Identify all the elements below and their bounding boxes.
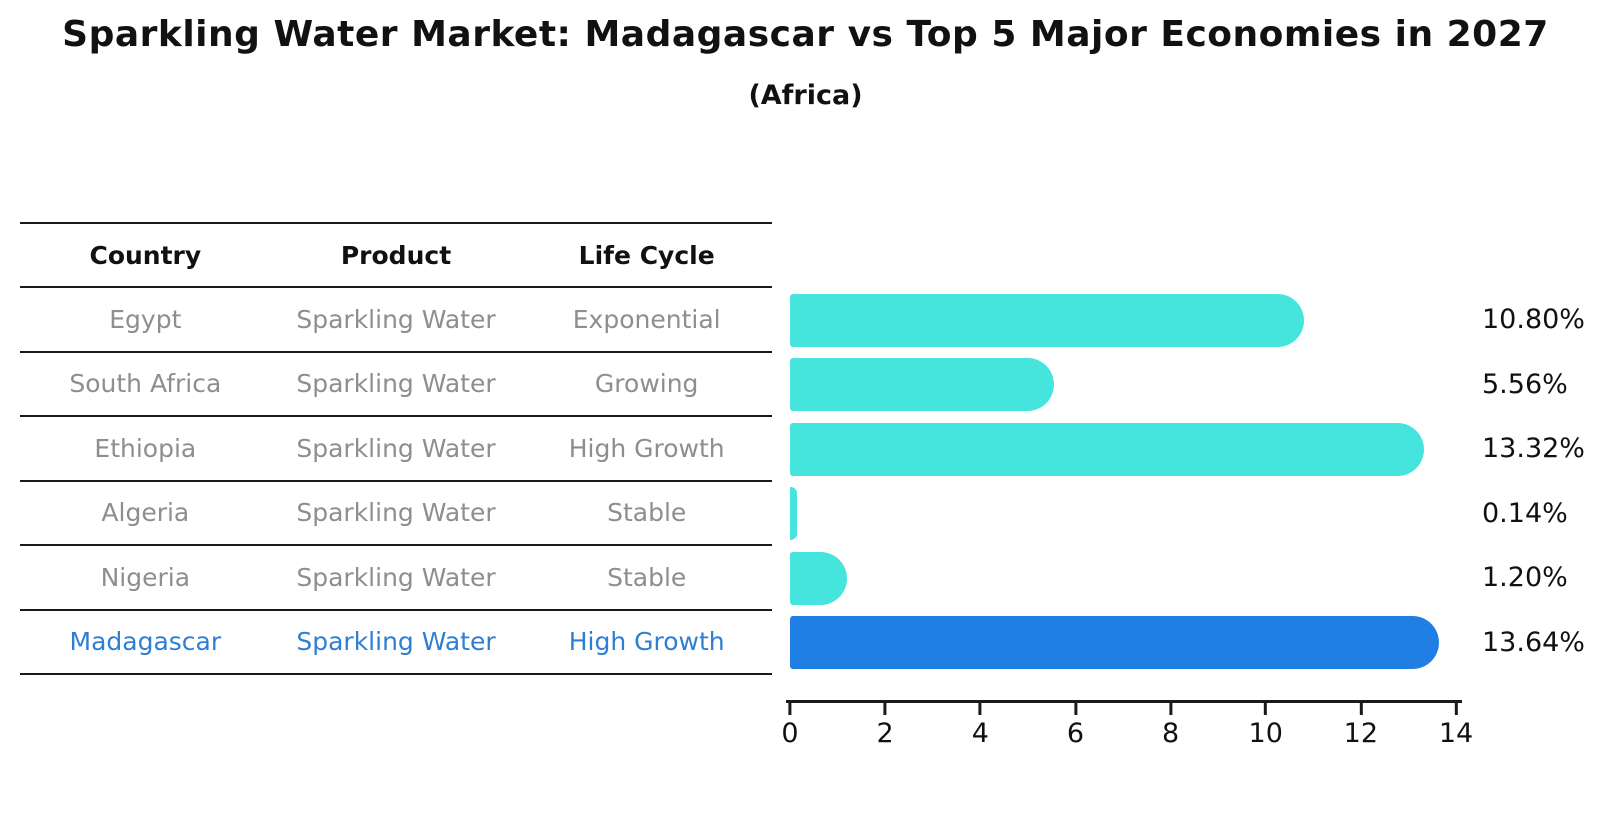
cell-life-cycle: Exponential	[572, 304, 721, 334]
x-axis-tick-label: 4	[971, 718, 989, 749]
x-axis: 0 2 4 6 8 10 12 14	[781, 700, 1473, 760]
value-label: 1.20%	[1482, 562, 1568, 593]
cell-product: Sparkling Water	[296, 369, 496, 399]
country-table: Country Product Life Cycle Egypt Sparkli…	[20, 222, 772, 675]
column-header-life-cycle: Life Cycle	[578, 240, 715, 270]
value-label-column: 10.80% 5.56% 13.32% 0.14% 1.20% 13.64%	[1482, 288, 1585, 675]
bar-egypt	[790, 293, 1304, 347]
table-row: Ethiopia Sparkling Water High Growth	[20, 417, 772, 482]
table-row: Egypt Sparkling Water Exponential	[20, 288, 772, 353]
bar-madagascar	[790, 616, 1439, 670]
cell-life-cycle: High Growth	[568, 433, 725, 463]
bar-ethiopia	[790, 422, 1424, 476]
bar-row	[790, 353, 1456, 418]
x-axis-tick: 10	[1249, 703, 1283, 749]
value-label: 0.14%	[1482, 497, 1568, 529]
x-axis-tick-label: 6	[1066, 718, 1085, 749]
bar-south-africa	[790, 358, 1055, 412]
cell-life-cycle: High Growth	[568, 627, 725, 657]
cell-product: Sparkling Water	[296, 304, 496, 334]
value-label: 10.80%	[1482, 304, 1585, 335]
x-axis-tick-label: 10	[1248, 718, 1283, 749]
cell-country: South Africa	[69, 369, 222, 399]
x-axis-tick: 14	[1439, 703, 1473, 749]
x-axis-tick-mark	[1169, 703, 1173, 715]
cell-country: Madagascar	[69, 627, 222, 657]
x-axis-tick: 2	[877, 703, 894, 749]
x-axis-tick-label: 0	[781, 718, 799, 749]
x-axis-tick-label: 14	[1438, 718, 1474, 749]
cell-life-cycle: Stable	[607, 562, 687, 592]
x-axis-tick-mark	[1073, 703, 1077, 715]
value-label: 13.32%	[1482, 433, 1585, 464]
cell-product: Sparkling Water	[296, 498, 496, 528]
bar-chart-plot-area	[790, 288, 1456, 675]
value-label: 13.64%	[1482, 626, 1585, 658]
x-axis-tick: 0	[781, 703, 799, 749]
x-axis-line	[786, 700, 1462, 703]
cell-life-cycle: Growing	[594, 369, 699, 399]
bar-row	[790, 546, 1456, 611]
cell-life-cycle: Stable	[607, 498, 687, 528]
x-axis-tick-mark	[1454, 703, 1458, 715]
table-row: South Africa Sparkling Water Growing	[20, 353, 772, 417]
column-header-country: Country	[89, 240, 202, 270]
cell-country: Nigeria	[100, 562, 191, 592]
cell-country: Algeria	[101, 498, 190, 528]
bar-nigeria	[790, 551, 848, 605]
cell-country: Egypt	[109, 304, 182, 334]
table-row: Nigeria Sparkling Water Stable	[20, 546, 772, 611]
x-axis-tick: 8	[1162, 703, 1179, 749]
table-row: Algeria Sparkling Water Stable	[20, 482, 772, 546]
x-axis-tick-mark	[883, 703, 887, 715]
chart-title: Sparkling Water Market: Madagascar vs To…	[62, 14, 1549, 55]
bar-algeria	[790, 487, 797, 541]
chart-subtitle: (Africa)	[748, 80, 863, 111]
x-axis-tick-mark	[788, 703, 792, 715]
table-row-madagascar: Madagascar Sparkling Water High Growth	[20, 611, 772, 675]
cell-country: Ethiopia	[94, 433, 197, 463]
x-axis-tick: 4	[972, 703, 989, 749]
x-axis-tick-label: 2	[876, 718, 894, 749]
bar-row	[790, 288, 1456, 353]
table-header-row: Country Product Life Cycle	[20, 224, 772, 288]
x-axis-tick-mark	[1359, 703, 1363, 715]
x-axis-tick: 12	[1344, 703, 1378, 749]
cell-product: Sparkling Water	[296, 562, 496, 592]
x-axis-tick-label: 8	[1161, 718, 1180, 749]
cell-product: Sparkling Water	[296, 433, 496, 463]
x-axis-tick: 6	[1067, 703, 1084, 749]
cell-product: Sparkling Water	[296, 627, 496, 657]
bar-row	[790, 482, 1456, 547]
column-header-product: Product	[340, 240, 452, 270]
x-axis-tick-mark	[978, 703, 982, 715]
value-label: 5.56%	[1482, 368, 1568, 400]
x-axis-tick-mark	[1264, 703, 1268, 715]
x-axis-tick-label: 12	[1343, 718, 1379, 749]
bar-row	[790, 611, 1456, 676]
bar-row	[790, 417, 1456, 482]
